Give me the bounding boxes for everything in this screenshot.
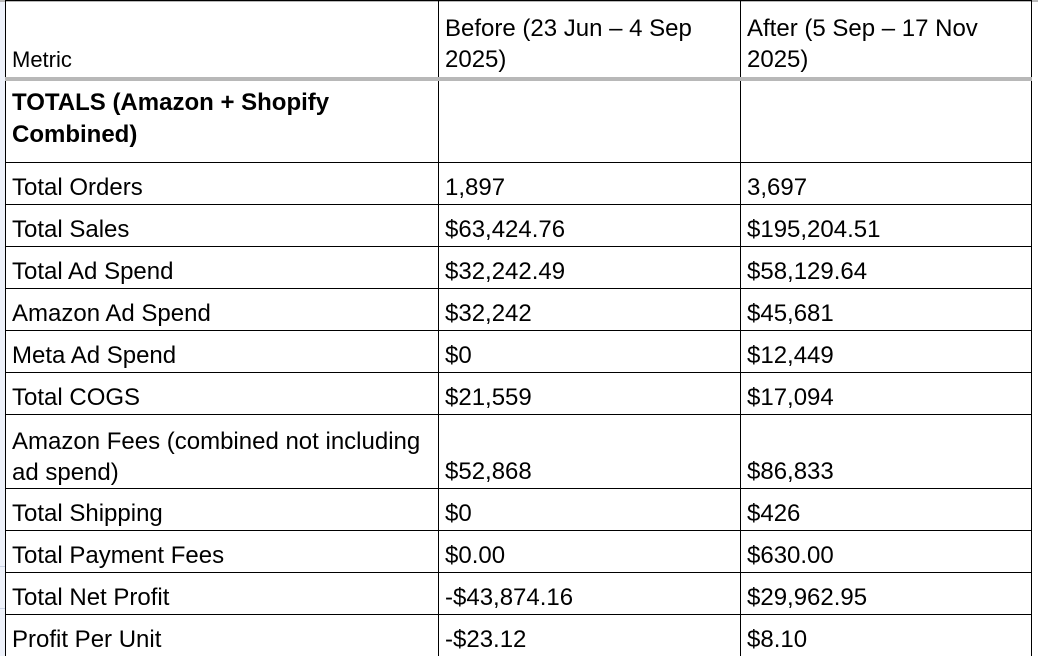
after-value-cell[interactable]: $58,129.64 [740, 246, 1032, 289]
table-row: Total Sales $63,424.76 $195,204.51 [5, 204, 1032, 247]
row-header-divider [0, 608, 5, 609]
before-value-cell[interactable]: $0 [438, 330, 741, 373]
metric-cell[interactable]: Total Shipping [5, 488, 439, 531]
metric-cell[interactable]: Total Orders [5, 162, 439, 205]
after-value-cell[interactable]: $426 [740, 488, 1032, 531]
table-row: Total Ad Spend $32,242.49 $58,129.64 [5, 246, 1032, 289]
after-value-cell[interactable]: $45,681 [740, 288, 1032, 331]
metric-cell[interactable]: Total COGS [5, 372, 439, 415]
after-value-cell[interactable]: $29,962.95 [740, 572, 1032, 615]
header-cell-before[interactable]: Before (23 Jun – 4 Sep 2025) [438, 0, 741, 81]
before-value-cell[interactable]: $32,242 [438, 288, 741, 331]
section-before-cell[interactable] [438, 78, 741, 163]
metric-cell[interactable]: Amazon Ad Spend [5, 288, 439, 331]
metric-cell[interactable]: Total Ad Spend [5, 246, 439, 289]
row-header-strip [0, 0, 5, 656]
before-value-cell[interactable]: $32,242.49 [438, 246, 741, 289]
section-label-cell[interactable]: TOTALS (Amazon + Shopify Combined) [5, 78, 439, 163]
after-value-cell[interactable]: $195,204.51 [740, 204, 1032, 247]
table-row: Profit Per Unit -$23.12 $8.10 [5, 614, 1032, 656]
row-header-divider [0, 566, 5, 567]
header-cell-metric[interactable]: Metric [5, 0, 439, 81]
metric-cell[interactable]: Total Sales [5, 204, 439, 247]
table-row: Total Orders 1,897 3,697 [5, 162, 1032, 205]
before-value-cell[interactable]: 1,897 [438, 162, 741, 205]
table-row: Total Shipping $0 $426 [5, 488, 1032, 531]
metric-cell[interactable]: Amazon Fees (combined not including ad s… [5, 414, 439, 489]
after-value-cell[interactable]: $12,449 [740, 330, 1032, 373]
section-after-cell[interactable] [740, 78, 1032, 163]
section-row-totals: TOTALS (Amazon + Shopify Combined) [5, 78, 1032, 163]
metric-cell[interactable]: Total Payment Fees [5, 530, 439, 573]
metric-cell[interactable]: Total Net Profit [5, 572, 439, 615]
after-value-cell[interactable]: $17,094 [740, 372, 1032, 415]
after-value-cell[interactable]: $630.00 [740, 530, 1032, 573]
table-row: Meta Ad Spend $0 $12,449 [5, 330, 1032, 373]
table-row: Amazon Fees (combined not including ad s… [5, 414, 1032, 489]
metric-cell[interactable]: Meta Ad Spend [5, 330, 439, 373]
before-value-cell[interactable]: $63,424.76 [438, 204, 741, 247]
header-row: Metric Before (23 Jun – 4 Sep 2025) Afte… [5, 0, 1032, 81]
after-value-cell[interactable]: $86,833 [740, 414, 1032, 489]
before-value-cell[interactable]: -$23.12 [438, 614, 741, 656]
after-value-cell[interactable]: $8.10 [740, 614, 1032, 656]
table-row: Total Net Profit -$43,874.16 $29,962.95 [5, 572, 1032, 615]
table-row: Amazon Ad Spend $32,242 $45,681 [5, 288, 1032, 331]
table-row: Total COGS $21,559 $17,094 [5, 372, 1032, 415]
before-value-cell[interactable]: -$43,874.16 [438, 572, 741, 615]
table-row: Total Payment Fees $0.00 $630.00 [5, 530, 1032, 573]
before-value-cell[interactable]: $0.00 [438, 530, 741, 573]
before-value-cell[interactable]: $0 [438, 488, 741, 531]
before-value-cell[interactable]: $52,868 [438, 414, 741, 489]
before-value-cell[interactable]: $21,559 [438, 372, 741, 415]
comparison-table: Metric Before (23 Jun – 4 Sep 2025) Afte… [5, 0, 1032, 656]
header-cell-after[interactable]: After (5 Sep – 17 Nov 2025) [740, 0, 1032, 81]
metric-cell[interactable]: Profit Per Unit [5, 614, 439, 656]
after-value-cell[interactable]: 3,697 [740, 162, 1032, 205]
